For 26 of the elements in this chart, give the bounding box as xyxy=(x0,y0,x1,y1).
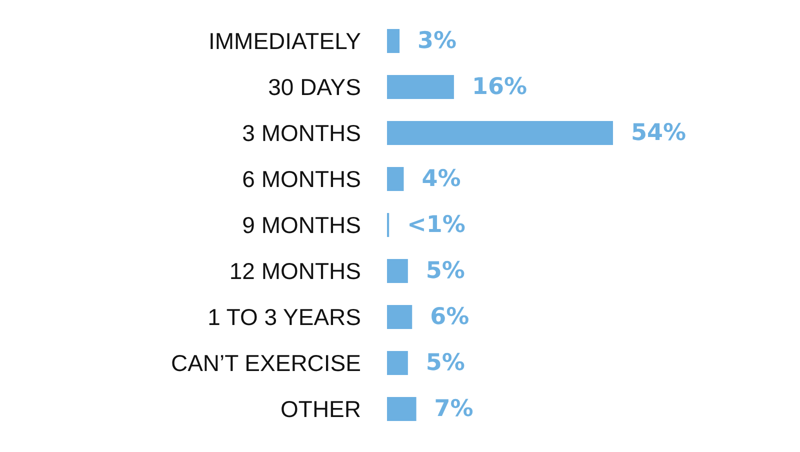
bar xyxy=(387,259,408,283)
data-label: 16% xyxy=(472,74,528,100)
data-label: 5% xyxy=(426,258,465,284)
bar xyxy=(387,29,400,53)
y-tick-label: 3 MONTHS xyxy=(242,120,361,146)
y-tick-label: IMMEDIATELY xyxy=(208,28,361,54)
y-tick-label: 9 MONTHS xyxy=(242,212,361,238)
y-tick-label: 30 DAYS xyxy=(268,74,361,100)
data-label: 6% xyxy=(430,304,470,330)
bar xyxy=(387,75,454,99)
y-tick-label: 1 TO 3 YEARS xyxy=(208,304,361,330)
bar xyxy=(387,121,613,145)
data-label: <1% xyxy=(407,212,466,238)
y-tick-label: CAN’T EXERCISE xyxy=(170,350,361,376)
bar xyxy=(387,351,408,375)
data-label: 7% xyxy=(434,396,474,422)
bar xyxy=(387,397,416,421)
data-label: 54% xyxy=(631,120,686,146)
y-tick-label: 6 MONTHS xyxy=(242,166,361,192)
data-label: 4% xyxy=(422,166,461,192)
data-label: 5% xyxy=(426,350,465,376)
data-label: 3% xyxy=(418,28,457,54)
bar xyxy=(387,305,412,329)
y-tick-label: 12 MONTHS xyxy=(229,258,361,284)
bar xyxy=(387,167,404,191)
y-tick-label: OTHER xyxy=(280,396,361,422)
